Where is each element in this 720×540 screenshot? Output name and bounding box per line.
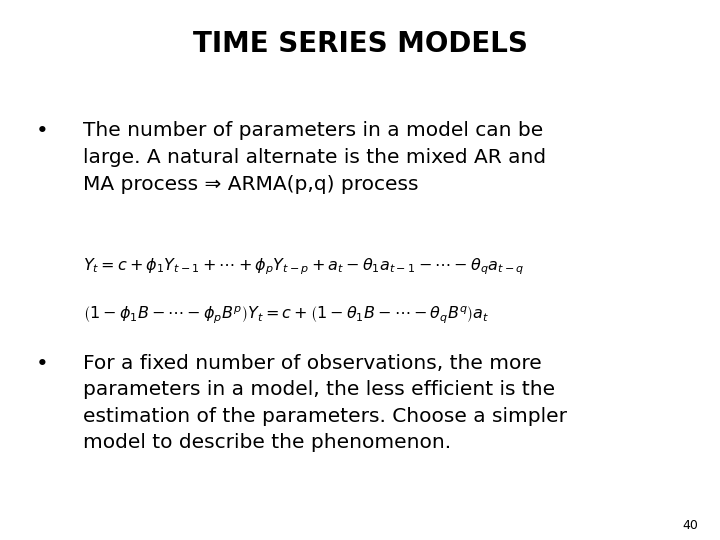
Text: •: • [36,354,49,374]
Text: $\left(1 - \phi_1 B - \cdots - \phi_p B^p\right) Y_t = c + \left(1 - \theta_1 B : $\left(1 - \phi_1 B - \cdots - \phi_p B^… [83,305,490,326]
Text: The number of parameters in a model can be
large. A natural alternate is the mix: The number of parameters in a model can … [83,122,546,193]
Text: 40: 40 [683,519,698,532]
Text: $Y_t = c + \phi_1 Y_{t-1} + \cdots + \phi_p Y_{t-p} + a_t - \theta_1 a_{t-1} - \: $Y_t = c + \phi_1 Y_{t-1} + \cdots + \ph… [83,256,524,277]
Text: For a fixed number of observations, the more
parameters in a model, the less eff: For a fixed number of observations, the … [83,354,567,452]
Text: •: • [36,122,49,141]
Text: TIME SERIES MODELS: TIME SERIES MODELS [192,30,528,58]
